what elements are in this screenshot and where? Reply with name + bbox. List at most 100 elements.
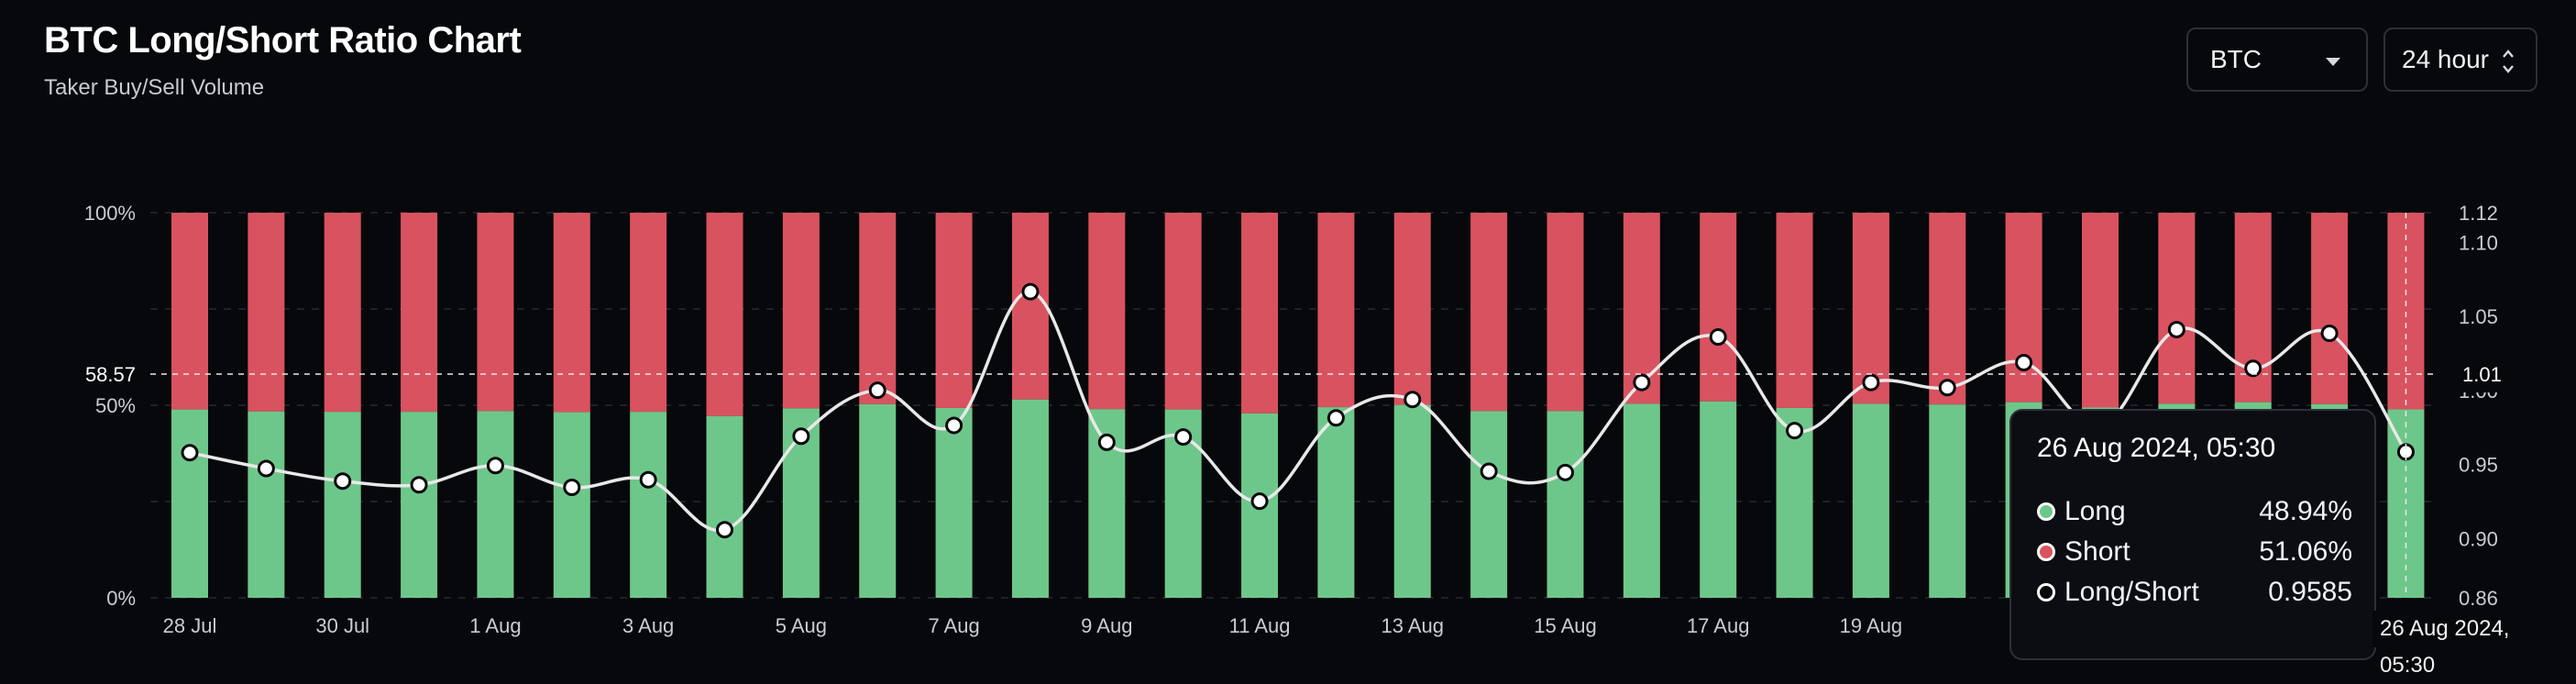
bar-long-24[interactable] [1929, 404, 1966, 598]
bar-long-12[interactable] [1011, 399, 1049, 598]
tooltip-date: 26 Aug 2024, 05:30 [2037, 433, 2276, 463]
ratio-point-6[interactable] [563, 478, 581, 496]
ratio-point-23[interactable] [1862, 373, 1880, 392]
y-left-tick-label: 50% [95, 394, 136, 417]
ratio-point-4[interactable] [410, 476, 428, 494]
ratio-point-8[interactable] [716, 521, 734, 539]
bar-long-2[interactable] [248, 411, 285, 598]
bar-short-27[interactable] [2158, 213, 2196, 404]
tooltip-label-ratio: Long/Short [2064, 577, 2199, 607]
bar-short-14[interactable] [1164, 213, 1202, 410]
bar-short-30[interactable] [2387, 213, 2425, 410]
bar-short-17[interactable] [1393, 213, 1431, 405]
bar-short-15[interactable] [1241, 213, 1279, 414]
x-tick-label: 13 Aug [1382, 614, 1445, 637]
bar-short-18[interactable] [1470, 213, 1508, 412]
crosshair-left-value: 58.57 [85, 363, 136, 386]
ratio-point-17[interactable] [1404, 391, 1422, 409]
sort-updown-icon [2503, 50, 2514, 73]
bar-short-19[interactable] [1547, 213, 1584, 412]
bar-short-13[interactable] [1088, 213, 1126, 410]
ratio-point-19[interactable] [1556, 463, 1574, 481]
bar-long-11[interactable] [935, 407, 973, 598]
y-right-tick-label: 1.05 [2459, 305, 2498, 328]
bar-long-6[interactable] [553, 412, 590, 598]
crosshair-x-label: 26 Aug 2024, 05:30 [2372, 611, 2576, 678]
ratio-point-18[interactable] [1480, 462, 1498, 480]
bar-short-21[interactable] [1700, 213, 1737, 402]
ratio-point-13[interactable] [1097, 433, 1116, 451]
bar-short-23[interactable] [1852, 213, 1889, 404]
long-dot-icon [2037, 502, 2055, 521]
bar-long-21[interactable] [1700, 401, 1737, 598]
ratio-point-24[interactable] [1938, 379, 1956, 397]
ratio-point-22[interactable] [1786, 422, 1804, 440]
ratio-point-11[interactable] [945, 416, 963, 435]
coin-select[interactable]: BTC [2186, 28, 2368, 92]
tooltip-label-long: Long [2064, 496, 2126, 526]
x-tick-label: 9 Aug [1081, 614, 1132, 637]
bar-short-9[interactable] [782, 213, 820, 409]
bar-long-19[interactable] [1547, 411, 1584, 598]
ratio-point-10[interactable] [868, 381, 886, 400]
ratio-point-2[interactable] [257, 459, 275, 478]
chevron-down-icon [2326, 58, 2340, 66]
bar-short-24[interactable] [1929, 213, 1966, 405]
range-select[interactable]: 24 hour [2383, 28, 2537, 92]
bar-long-7[interactable] [630, 412, 667, 598]
ratio-dot-icon [2037, 583, 2055, 601]
bar-short-3[interactable] [324, 213, 361, 413]
x-tick-label: 7 Aug [928, 614, 979, 637]
bar-long-18[interactable] [1470, 411, 1508, 598]
bar-short-22[interactable] [1776, 213, 1813, 408]
bar-short-1[interactable] [171, 213, 208, 410]
bar-short-7[interactable] [630, 213, 667, 413]
ratio-point-7[interactable] [639, 470, 657, 489]
bar-short-11[interactable] [935, 213, 973, 408]
bar-short-26[interactable] [2082, 213, 2119, 408]
ratio-point-29[interactable] [2320, 324, 2339, 342]
y-right-tick-label: 0.90 [2459, 527, 2498, 550]
bar-long-4[interactable] [401, 412, 438, 598]
ratio-point-28[interactable] [2244, 359, 2262, 378]
ratio-point-15[interactable] [1250, 492, 1269, 511]
bar-long-8[interactable] [706, 415, 743, 598]
ratio-point-5[interactable] [486, 457, 504, 475]
bar-long-5[interactable] [477, 411, 514, 598]
bar-short-10[interactable] [859, 213, 897, 404]
ratio-point-14[interactable] [1174, 428, 1193, 447]
tooltip-value-short: 51.06% [2259, 536, 2352, 567]
x-tick-label: 30 Jul [315, 614, 369, 637]
y-right-tick-label: 1.10 [2459, 231, 2498, 254]
ratio-point-21[interactable] [1709, 328, 1727, 347]
bar-short-4[interactable] [401, 213, 438, 413]
bar-long-22[interactable] [1776, 407, 1813, 598]
ratio-point-16[interactable] [1327, 409, 1345, 427]
bar-long-17[interactable] [1393, 404, 1431, 598]
bar-short-8[interactable] [706, 213, 743, 416]
ratio-point-9[interactable] [792, 427, 810, 446]
bar-long-1[interactable] [171, 409, 208, 598]
ratio-point-20[interactable] [1633, 373, 1651, 392]
ratio-point-3[interactable] [334, 472, 352, 491]
bar-short-5[interactable] [477, 213, 514, 412]
bar-short-12[interactable] [1011, 213, 1049, 400]
x-tick-label: 19 Aug [1840, 614, 1903, 637]
bar-long-16[interactable] [1317, 407, 1355, 598]
bar-long-10[interactable] [859, 403, 897, 598]
long-short-chart[interactable]: 0%50%100%0.860.900.951.001.051.101.1228 … [0, 0, 2576, 660]
ratio-point-1[interactable] [181, 444, 199, 462]
ratio-point-12[interactable] [1021, 282, 1040, 301]
ratio-point-25[interactable] [2015, 353, 2033, 371]
bar-short-6[interactable] [553, 213, 590, 413]
bar-short-2[interactable] [248, 213, 285, 412]
ratio-point-27[interactable] [2167, 320, 2185, 338]
bar-short-16[interactable] [1317, 213, 1355, 408]
bar-long-3[interactable] [324, 412, 361, 598]
bar-long-20[interactable] [1623, 403, 1660, 598]
bar-long-23[interactable] [1852, 403, 1889, 598]
x-tick-label: 17 Aug [1687, 614, 1750, 637]
tooltip-row-short: Short 51.06% [2037, 532, 2352, 572]
tooltip-row-long: Long 48.94% [2037, 491, 2352, 532]
bar-short-29[interactable] [2311, 213, 2349, 404]
